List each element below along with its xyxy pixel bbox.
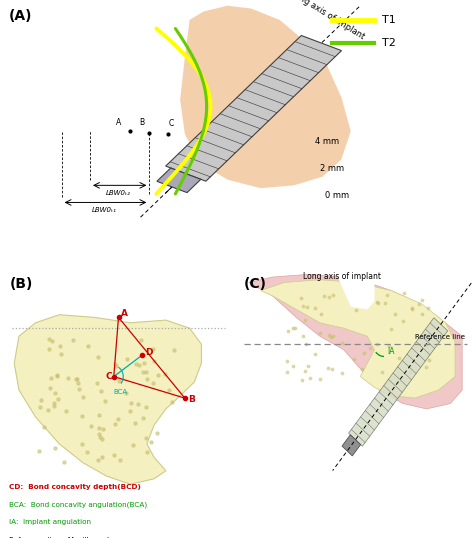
Polygon shape — [180, 6, 351, 188]
Text: LBW0ₜ₂: LBW0ₜ₂ — [106, 189, 131, 196]
Text: 4 mm: 4 mm — [315, 137, 339, 146]
Text: 2 mm: 2 mm — [320, 164, 344, 173]
Polygon shape — [166, 36, 341, 181]
Text: Long axis of implant: Long axis of implant — [289, 0, 366, 41]
Polygon shape — [337, 272, 374, 309]
Polygon shape — [261, 280, 455, 398]
Text: C: C — [106, 372, 112, 381]
Text: Reference line:  Maxillary plane: Reference line: Maxillary plane — [9, 537, 123, 538]
Text: C: C — [168, 119, 173, 129]
Text: LBW0ₜ₁: LBW0ₜ₁ — [92, 207, 117, 213]
Text: BCA:  Bond concavity angulation(BCA): BCA: Bond concavity angulation(BCA) — [9, 501, 147, 508]
Polygon shape — [249, 274, 462, 409]
Text: CD:  Bond concavity depth(BCD): CD: Bond concavity depth(BCD) — [9, 484, 141, 490]
Text: 0 mm: 0 mm — [325, 191, 349, 200]
Text: B: B — [188, 395, 195, 404]
Polygon shape — [157, 168, 201, 193]
Text: B: B — [139, 118, 145, 127]
Text: Long axis of implant: Long axis of implant — [303, 272, 382, 281]
Text: A: A — [121, 309, 128, 318]
Text: Reference line: Reference line — [415, 334, 465, 340]
Polygon shape — [348, 318, 448, 446]
Text: T1: T1 — [382, 15, 395, 25]
Text: A: A — [116, 118, 121, 127]
Text: (C): (C) — [244, 277, 267, 291]
Text: IA:  Implant angulation: IA: Implant angulation — [9, 519, 91, 525]
Text: (B): (B) — [9, 277, 33, 291]
Text: T2: T2 — [382, 38, 395, 48]
Text: (A): (A) — [9, 9, 32, 23]
Polygon shape — [14, 315, 201, 484]
Text: D: D — [145, 348, 153, 357]
Text: IA: IA — [387, 347, 395, 356]
Text: BCA: BCA — [114, 388, 128, 395]
Polygon shape — [342, 435, 361, 456]
